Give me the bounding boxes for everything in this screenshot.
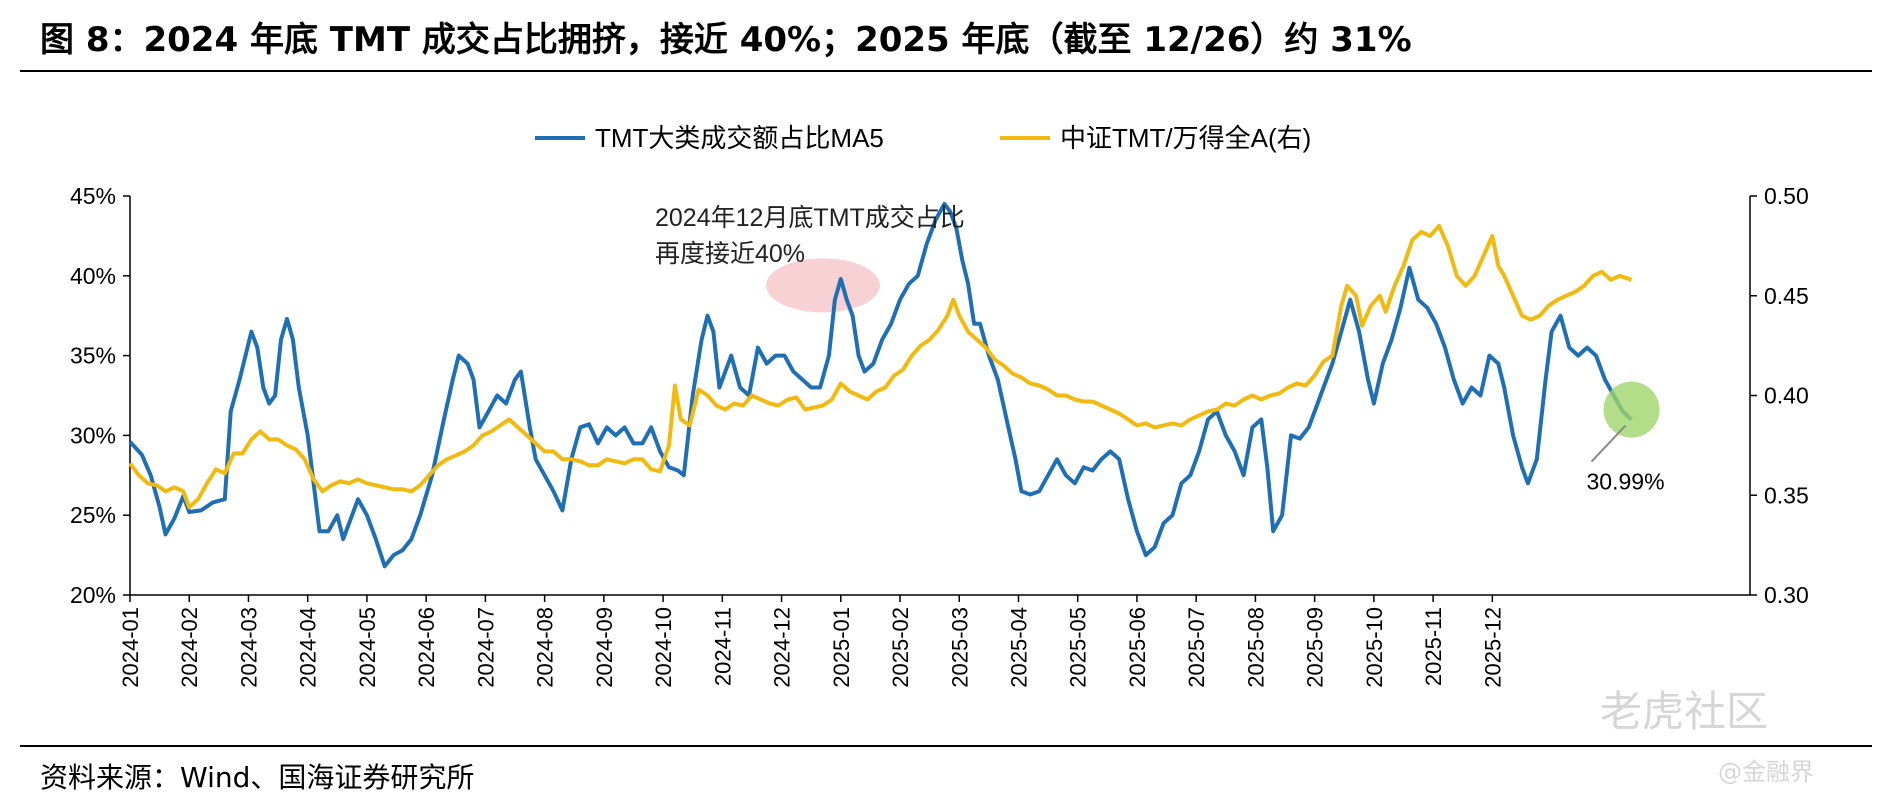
end-value-label: 30.99% — [1587, 469, 1665, 495]
x-tick-label: 2025-08 — [1243, 607, 1268, 688]
x-tick-label: 2025-11 — [1421, 607, 1446, 686]
x-tick-label: 2025-03 — [947, 607, 972, 688]
left-tick-label: 20% — [70, 582, 116, 608]
right-tick-label: 0.50 — [1764, 183, 1809, 209]
x-tick-label: 2024-05 — [355, 607, 380, 688]
x-tick-label: 2025-09 — [1303, 607, 1328, 688]
right-tick-label: 0.30 — [1764, 582, 1809, 608]
x-tick-label: 2024-08 — [533, 607, 558, 688]
series-group — [128, 202, 1633, 569]
x-tick-label: 2024-01 — [118, 607, 143, 688]
x-tick-label: 2025-06 — [1125, 607, 1150, 688]
watermark-brand: @金融界 — [1718, 758, 1814, 786]
x-tick-label: 2024-12 — [770, 607, 795, 688]
x-tick-label: 2024-10 — [651, 607, 676, 688]
title-rule — [20, 70, 1872, 72]
figure-title: 图 8：2024 年底 TMT 成交占比拥挤，接近 40%；2025 年底（截至… — [40, 20, 1412, 60]
legend-label-tmt-ratio: 中证TMT/万得全A(右) — [1060, 123, 1311, 153]
axes-group: 20% 25% 30% 35% 40% 45% 0.30 0.35 0.40 0.45 0.50 20… — [70, 183, 1809, 688]
right-tick-label: 0.40 — [1764, 383, 1809, 409]
x-tick-label: 2024-02 — [177, 607, 202, 688]
x-tick-label: 2025-07 — [1184, 607, 1209, 688]
x-tick-label: 2024-06 — [414, 607, 439, 688]
right-tick-label: 0.35 — [1764, 482, 1809, 508]
x-tick-label: 2025-01 — [829, 607, 854, 688]
series-line-tmt-share — [128, 202, 1633, 569]
left-tick-label: 40% — [70, 263, 116, 289]
highlight-circle-end — [1603, 381, 1660, 438]
highlight-group — [766, 258, 881, 313]
x-tick-label: 2024-11 — [710, 607, 735, 686]
left-tick-label: 30% — [70, 422, 116, 448]
x-tick-label: 2024-07 — [473, 607, 498, 688]
x-tick-label: 2025-05 — [1066, 607, 1091, 688]
left-tick-label: 35% — [70, 343, 116, 369]
x-tick-label: 2024-03 — [236, 607, 261, 688]
source-rule — [20, 745, 1872, 747]
watermark-site: 老虎社区 — [1600, 687, 1769, 736]
right-tick-label: 0.45 — [1764, 283, 1809, 309]
chart: 20% 25% 30% 35% 40% 45% 0.30 0.35 0.40 0.45 0.50 20… — [70, 123, 1809, 688]
highlight-ellipse-2024-12 — [766, 258, 881, 313]
left-tick-label: 45% — [70, 183, 116, 209]
left-tick-label: 25% — [70, 502, 116, 528]
legend: TMT大类成交额占比MA5 中证TMT/万得全A(右) — [535, 123, 1311, 153]
legend-label-tmt-share: TMT大类成交额占比MA5 — [595, 123, 884, 153]
x-tick-label: 2024-04 — [296, 607, 321, 688]
x-tick-label: 2025-02 — [888, 607, 913, 688]
annotation-leader-line — [1590, 424, 1627, 463]
x-tick-label: 2024-09 — [592, 607, 617, 688]
x-tick-label: 2025-04 — [1006, 607, 1031, 688]
x-tick-label: 2025-12 — [1480, 607, 1505, 688]
series-line-tmt-ratio — [128, 223, 1633, 510]
source-note: 资料来源：Wind、国海证券研究所 — [40, 761, 475, 794]
x-tick-label: 2025-10 — [1362, 607, 1387, 688]
annotation-text-line: 2024年12月底TMT成交占比 — [655, 204, 965, 232]
annotation-text-line: 再度接近40% — [655, 240, 805, 268]
